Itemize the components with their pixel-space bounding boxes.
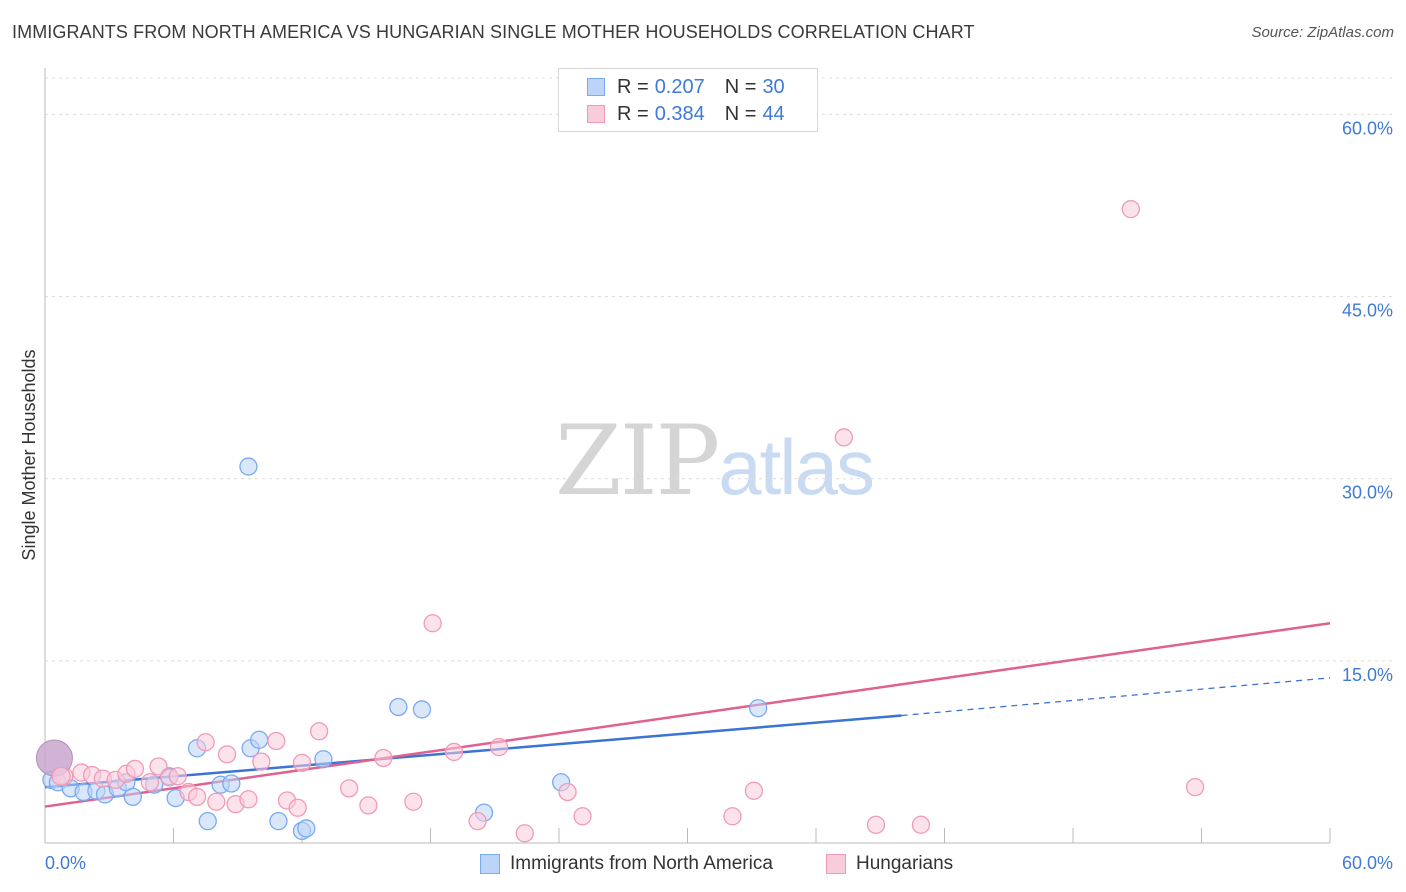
legend-r-value: 0.207 bbox=[654, 75, 705, 98]
point-hungarians bbox=[911, 815, 931, 834]
watermark-zip: ZIP bbox=[555, 405, 720, 517]
legend-swatch-immigrants bbox=[587, 78, 605, 96]
trend-line-immigrants-extension bbox=[901, 677, 1331, 717]
point-hungarians bbox=[339, 779, 359, 798]
data-points bbox=[35, 199, 1205, 843]
point-immigrants bbox=[297, 819, 316, 838]
trend-line-hungarians bbox=[44, 621, 1331, 808]
legend-r-value: 0.384 bbox=[654, 102, 705, 125]
point-hungarians bbox=[723, 807, 742, 826]
legend-r-label: R = bbox=[617, 75, 649, 98]
y-tick-label: 60.0% bbox=[1342, 118, 1393, 138]
point-hungarians bbox=[1185, 777, 1205, 797]
point-hungarians bbox=[140, 773, 160, 792]
point-hungarians bbox=[573, 807, 592, 826]
legend-n-label: N = bbox=[724, 75, 757, 98]
point-hungarians bbox=[423, 614, 442, 633]
x-tick-label-min: 0.0% bbox=[45, 853, 86, 873]
point-hungarians bbox=[252, 752, 271, 771]
point-hungarians bbox=[288, 798, 307, 817]
point-immigrants bbox=[412, 700, 432, 719]
axes bbox=[44, 68, 1331, 844]
point-hungarians bbox=[1121, 199, 1140, 219]
trend-lines bbox=[44, 621, 1331, 808]
point-hungarians bbox=[125, 759, 145, 779]
y-tick-label: 15.0% bbox=[1342, 665, 1393, 685]
point-hungarians bbox=[489, 737, 509, 757]
point-hungarians bbox=[149, 757, 168, 776]
gridlines bbox=[45, 77, 1392, 662]
point-hungarians-large bbox=[51, 766, 71, 786]
point-hungarians bbox=[217, 745, 237, 764]
point-hungarians bbox=[834, 428, 853, 447]
legend-swatch-hungarians bbox=[587, 105, 605, 123]
point-hungarians bbox=[468, 811, 487, 831]
point-immigrants bbox=[198, 811, 217, 831]
point-hungarians bbox=[207, 792, 226, 811]
x-tick-label-max: 60.0% bbox=[1342, 853, 1393, 873]
bottom-legend-swatch-immigrants bbox=[480, 854, 500, 874]
point-immigrants bbox=[250, 730, 269, 749]
bottom-legend-immigrants[interactable]: Immigrants from North America bbox=[480, 852, 773, 876]
point-hungarians bbox=[558, 782, 577, 802]
point-immigrants bbox=[222, 774, 241, 793]
point-immigrants bbox=[314, 750, 333, 769]
point-immigrants bbox=[123, 787, 142, 807]
point-hungarians bbox=[239, 790, 258, 809]
point-hungarians bbox=[444, 742, 464, 762]
point-hungarians bbox=[187, 787, 207, 807]
trend-line-immigrants bbox=[44, 714, 902, 789]
legend-r-label: R = bbox=[617, 102, 649, 125]
source-credit: Source: ZipAtlas.com bbox=[1251, 24, 1394, 41]
bottom-legend-hungarians[interactable]: Hungarians bbox=[826, 852, 953, 876]
tick-labels: 15.0% 30.0% 45.0% 60.0% 0.0% 60.0% bbox=[45, 118, 1393, 873]
point-hungarians bbox=[404, 792, 423, 811]
y-tick-label: 45.0% bbox=[1342, 301, 1393, 321]
legend-n-value: 30 bbox=[762, 75, 785, 98]
legend-n-value: 44 bbox=[762, 102, 785, 125]
legend-n-label: N = bbox=[724, 102, 757, 125]
point-immigrants bbox=[239, 457, 258, 476]
point-hungarians bbox=[309, 722, 329, 741]
point-immigrants bbox=[269, 811, 288, 831]
bottom-legend-swatch-hungarians bbox=[826, 854, 846, 874]
point-hungarians bbox=[374, 748, 393, 768]
point-hungarians bbox=[744, 781, 764, 800]
point-immigrants bbox=[389, 697, 408, 717]
bottom-legend-label-immigrants: Immigrants from North America bbox=[510, 853, 773, 874]
point-hungarians bbox=[196, 733, 215, 752]
chart-title: IMMIGRANTS FROM NORTH AMERICA VS HUNGARI… bbox=[12, 22, 975, 42]
point-hungarians bbox=[168, 767, 187, 786]
y-axis-label: Single Mother Households bbox=[19, 349, 39, 560]
point-hungarians bbox=[866, 815, 886, 834]
bottom-legend-label-hungarians: Hungarians bbox=[856, 853, 954, 874]
point-hungarians bbox=[359, 796, 378, 815]
point-hungarians bbox=[267, 731, 286, 751]
point-immigrants bbox=[749, 699, 768, 718]
legend-row-hungarians: R = 0.384 N = 44 bbox=[587, 102, 785, 126]
y-tick-label: 30.0% bbox=[1342, 483, 1393, 503]
legend-row-immigrants: R = 0.207 N = 30 bbox=[587, 75, 785, 99]
correlation-legend: R = 0.207 N = 30 R = 0.384 N = 44 bbox=[558, 68, 818, 132]
point-hungarians bbox=[515, 824, 534, 843]
point-hungarians bbox=[292, 753, 312, 773]
